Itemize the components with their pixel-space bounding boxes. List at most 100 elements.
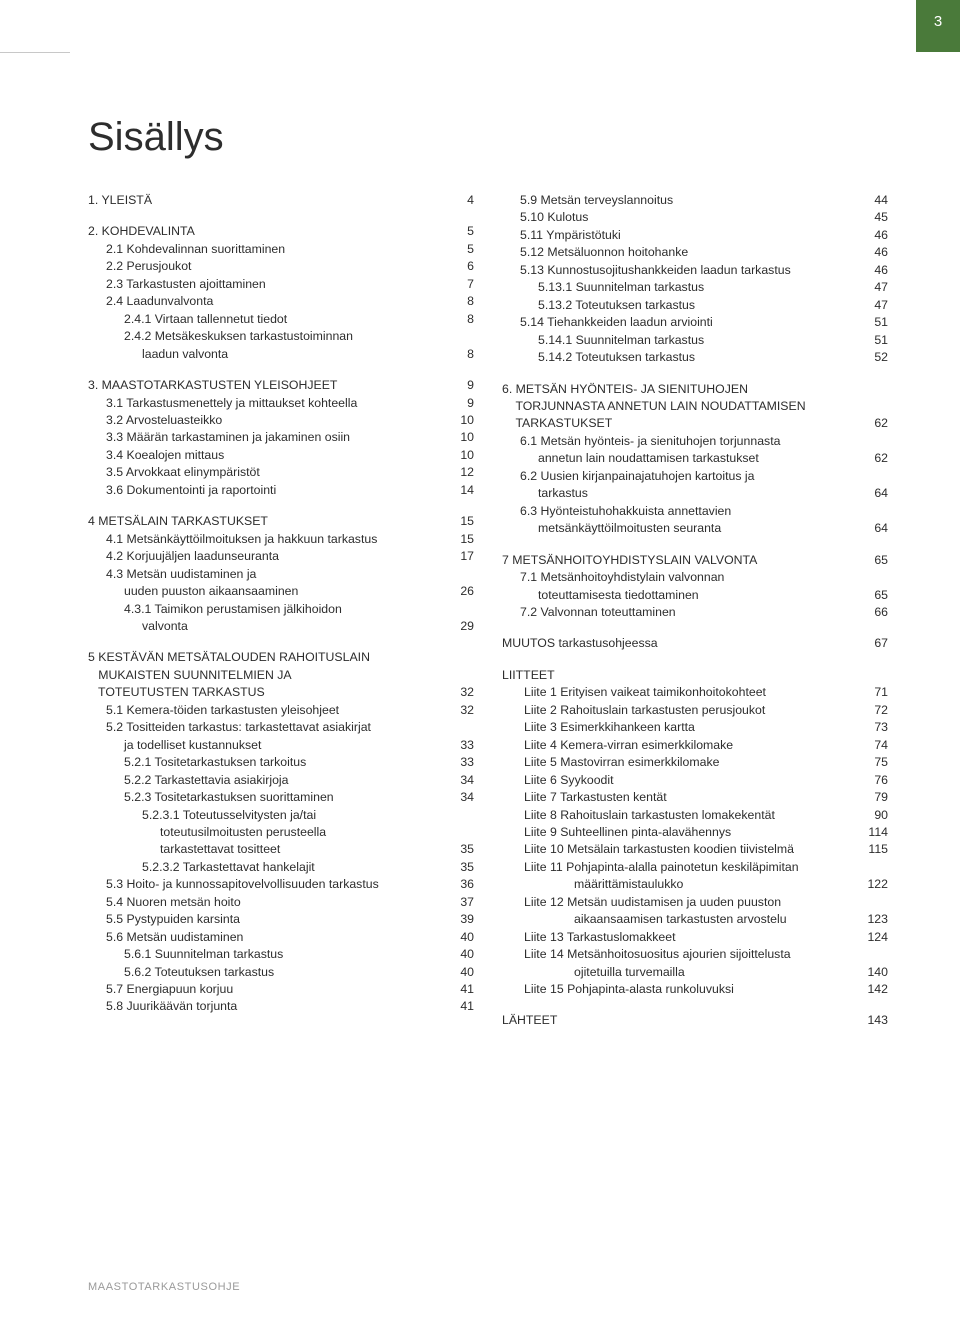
toc-label: 1. YLEISTÄ: [88, 192, 461, 209]
toc-line: 5.2.3.1 Toteutusselvitysten ja/tai: [88, 807, 474, 824]
toc-label: Liite 10 Metsälain tarkastusten koodien …: [502, 841, 862, 858]
toc-label: 2.4 Laadunvalvonta: [88, 293, 461, 310]
toc-page: 62: [874, 450, 888, 467]
toc-label: 2. KOHDEVALINTA: [88, 223, 461, 240]
toc-label: Liite 11 Pohjapinta-alalla painotetun ke…: [502, 859, 882, 876]
toc-page: 52: [874, 349, 888, 366]
toc-page: 45: [874, 209, 888, 226]
toc-label: Liite 7 Tarkastusten kentät: [502, 789, 868, 806]
toc-page: 143: [867, 1012, 888, 1029]
toc-page: 46: [874, 244, 888, 261]
toc-line: 5.8 Juurikäävän torjunta41: [88, 998, 474, 1015]
toc-line: 5.6.2 Toteutuksen tarkastus40: [88, 964, 474, 981]
toc-page: 41: [460, 981, 474, 998]
toc-label: 2.3 Tarkastusten ajoittaminen: [88, 276, 461, 293]
toc-page: 75: [874, 754, 888, 771]
toc-label: 5.13.2 Toteutuksen tarkastus: [502, 297, 868, 314]
toc-page: 46: [874, 262, 888, 279]
toc-page: 65: [874, 587, 888, 604]
toc-col-left: 1. YLEISTÄ42. KOHDEVALINTA52.1 Kohdevali…: [88, 192, 474, 1044]
toc-page: 32: [460, 702, 474, 719]
toc-line: Liite 13 Tarkastuslomakkeet124: [502, 929, 888, 946]
toc-page: 5: [467, 241, 474, 258]
toc-label: Liite 5 Mastovirran esimerkkilomake: [502, 754, 868, 771]
toc-line: 2.4.1 Virtaan tallennetut tiedot8: [88, 311, 474, 328]
footer: MAASTOTARKASTUSOHJE: [88, 1281, 240, 1293]
toc-label: 5.2.1 Tositetarkastuksen tarkoitus: [88, 754, 454, 771]
toc-line: 2.4.2 Metsäkeskuksen tarkastustoiminnan: [88, 328, 474, 345]
toc-page: 64: [874, 520, 888, 537]
toc-line: valvonta29: [88, 618, 474, 635]
toc-page: 73: [874, 719, 888, 736]
toc-line: 6. METSÄN HYÖNTEIS- JA SIENITUHOJEN: [502, 381, 888, 398]
toc-label: TOTEUTUSTEN TARKASTUS: [88, 684, 454, 701]
toc-label: Liite 13 Tarkastuslomakkeet: [502, 929, 861, 946]
toc-page: 46: [874, 227, 888, 244]
toc-line: uuden puuston aikaansaaminen26: [88, 583, 474, 600]
toc-block: 2. KOHDEVALINTA52.1 Kohdevalinnan suorit…: [88, 223, 474, 363]
toc-line: Liite 12 Metsän uudistamisen ja uuden pu…: [502, 894, 888, 911]
toc-page: 10: [460, 412, 474, 429]
toc-block: 4 METSÄLAIN TARKASTUKSET154.1 Metsänkäyt…: [88, 513, 474, 635]
toc-label: Liite 1 Erityisen vaikeat taimikonhoitok…: [502, 684, 868, 701]
toc-line: 7 METSÄNHOITOYHDISTYSLAIN VALVONTA65: [502, 552, 888, 569]
toc-page: 140: [867, 964, 888, 981]
toc-label: toteuttamisesta tiedottaminen: [502, 587, 868, 604]
toc-page: 51: [874, 332, 888, 349]
toc-line: 5.14.2 Toteutuksen tarkastus52: [502, 349, 888, 366]
toc-block: MUUTOS tarkastusohjeessa67: [502, 635, 888, 652]
toc-line: Liite 2 Rahoituslain tarkastusten perusj…: [502, 702, 888, 719]
toc-label: 5.2 Tositteiden tarkastus: tarkastettava…: [88, 719, 468, 736]
toc-line: 5.5 Pystypuiden karsinta39: [88, 911, 474, 928]
toc-line: annetun lain noudattamisen tarkastukset6…: [502, 450, 888, 467]
toc-page: 26: [460, 583, 474, 600]
toc-line: 5.14.1 Suunnitelman tarkastus 51: [502, 332, 888, 349]
toc-line: 6.3 Hyönteistuhohakkuista annettavien: [502, 503, 888, 520]
toc-line: 2.2 Perusjoukot6: [88, 258, 474, 275]
toc-col-right: 5.9 Metsän terveyslannoitus445.10 Kulotu…: [502, 192, 888, 1044]
toc-label: 5.1 Kemera-töiden tarkastusten yleisohje…: [88, 702, 454, 719]
toc-columns: 1. YLEISTÄ42. KOHDEVALINTA52.1 Kohdevali…: [88, 192, 888, 1044]
toc-line: 4 METSÄLAIN TARKASTUKSET15: [88, 513, 474, 530]
toc-label: 5.3 Hoito- ja kunnossapitovelvollisuuden…: [88, 876, 454, 893]
toc-line: ojitetuilla turvemailla140: [502, 964, 888, 981]
toc-label: 6.3 Hyönteistuhohakkuista annettavien: [502, 503, 882, 520]
toc-page: 34: [460, 789, 474, 806]
toc-line: 5.2.3.2 Tarkastettavat hankelajit35: [88, 859, 474, 876]
toc-label: 5.6.2 Toteutuksen tarkastus: [88, 964, 454, 981]
toc-label: 4.3 Metsän uudistaminen ja: [88, 566, 468, 583]
page-number-tab: 3: [916, 0, 960, 52]
toc-label: toteutusilmoitusten perusteella: [88, 824, 468, 841]
toc-line: 6.2 Uusien kirjanpainajatuhojen kartoitu…: [502, 468, 888, 485]
toc-label: LÄHTEET: [502, 1012, 861, 1029]
toc-line: MUUTOS tarkastusohjeessa67: [502, 635, 888, 652]
toc-label: 5.5 Pystypuiden karsinta: [88, 911, 454, 928]
toc-label: metsänkäyttöilmoitusten seuranta: [502, 520, 868, 537]
toc-page: 65: [874, 552, 888, 569]
toc-label: 3.4 Koealojen mittaus: [88, 447, 454, 464]
toc-block: LIITTEETLiite 1 Erityisen vaikeat taimik…: [502, 667, 888, 999]
toc-label: 5.14.1 Suunnitelman tarkastus: [502, 332, 868, 349]
toc-page: 15: [460, 513, 474, 530]
toc-block: 6. METSÄN HYÖNTEIS- JA SIENITUHOJEN TORJ…: [502, 381, 888, 538]
toc-block: 3. MAASTOTARKASTUSTEN YLEISOHJEET93.1 Ta…: [88, 377, 474, 499]
toc-line: Liite 9 Suhteellinen pinta-alavähennys11…: [502, 824, 888, 841]
toc-line: 3. MAASTOTARKASTUSTEN YLEISOHJEET9: [88, 377, 474, 394]
toc-page: 34: [460, 772, 474, 789]
toc-line: Liite 6 Syykoodit76: [502, 772, 888, 789]
toc-page: 8: [467, 311, 474, 328]
toc-label: 4.3.1 Taimikon perustamisen jälkihoidon: [88, 601, 468, 618]
toc-label: ja todelliset kustannukset: [88, 737, 454, 754]
toc-label: 5.2.2 Tarkastettavia asiakirjoja: [88, 772, 454, 789]
toc-label: MUUTOS tarkastusohjeessa: [502, 635, 868, 652]
toc-page: 74: [874, 737, 888, 754]
toc-line: 4.3 Metsän uudistaminen ja: [88, 566, 474, 583]
toc-page: 10: [460, 429, 474, 446]
toc-label: 5.7 Energiapuun korjuu: [88, 981, 454, 998]
toc-line: Liite 1 Erityisen vaikeat taimikonhoitok…: [502, 684, 888, 701]
page-number: 3: [934, 13, 942, 30]
toc-label: Liite 8 Rahoituslain tarkastusten lomake…: [502, 807, 868, 824]
toc-line: toteuttamisesta tiedottaminen 65: [502, 587, 888, 604]
toc-label: 5.9 Metsän terveyslannoitus: [502, 192, 868, 209]
toc-line: 5.2.2 Tarkastettavia asiakirjoja 34: [88, 772, 474, 789]
